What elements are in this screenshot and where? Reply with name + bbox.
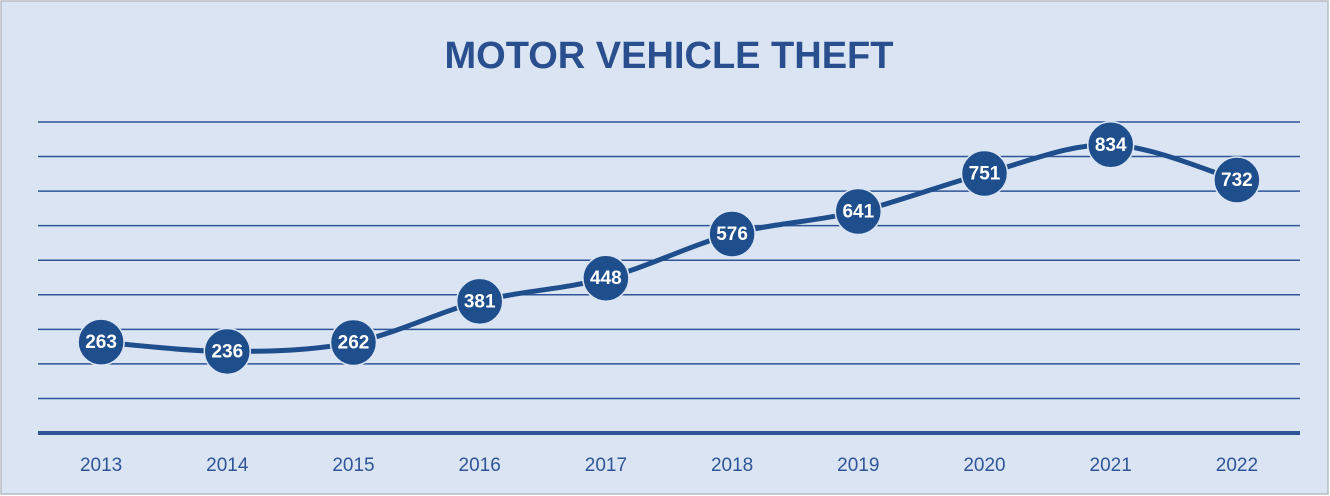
data-label: 263 [85, 332, 117, 353]
data-label: 834 [1095, 135, 1127, 156]
data-label: 236 [211, 341, 243, 362]
marker [77, 318, 125, 366]
x-tick-label: 2016 [459, 455, 501, 476]
x-tick-label: 2015 [332, 455, 374, 476]
marker [582, 254, 630, 302]
data-label: 576 [716, 224, 748, 245]
x-tick-label: 2017 [585, 455, 627, 476]
marker [1213, 156, 1261, 204]
marker [834, 187, 883, 236]
marker [708, 210, 756, 258]
marker [329, 318, 378, 367]
x-tick-label: 2020 [963, 455, 1005, 476]
x-tick-label: 2019 [837, 455, 879, 476]
x-tick-label: 2018 [711, 455, 753, 476]
line [100, 142, 1238, 354]
x-tick-label: 2014 [206, 455, 249, 476]
marker [1086, 121, 1135, 169]
x-tick-label: 2022 [1216, 455, 1258, 476]
data-label: 641 [842, 202, 874, 223]
data-label: 381 [464, 291, 496, 312]
x-tick-label: 2021 [1090, 455, 1132, 476]
data-label: 448 [590, 268, 622, 289]
marker [455, 277, 504, 326]
chart-title: MOTOR VEHICLE THEFT [445, 35, 894, 77]
data-label: 751 [969, 164, 1001, 185]
data-label: 262 [338, 332, 370, 353]
marker [203, 327, 252, 376]
x-tick-label: 2013 [80, 455, 122, 476]
data-label: 732 [1221, 170, 1253, 191]
marker [960, 149, 1009, 198]
